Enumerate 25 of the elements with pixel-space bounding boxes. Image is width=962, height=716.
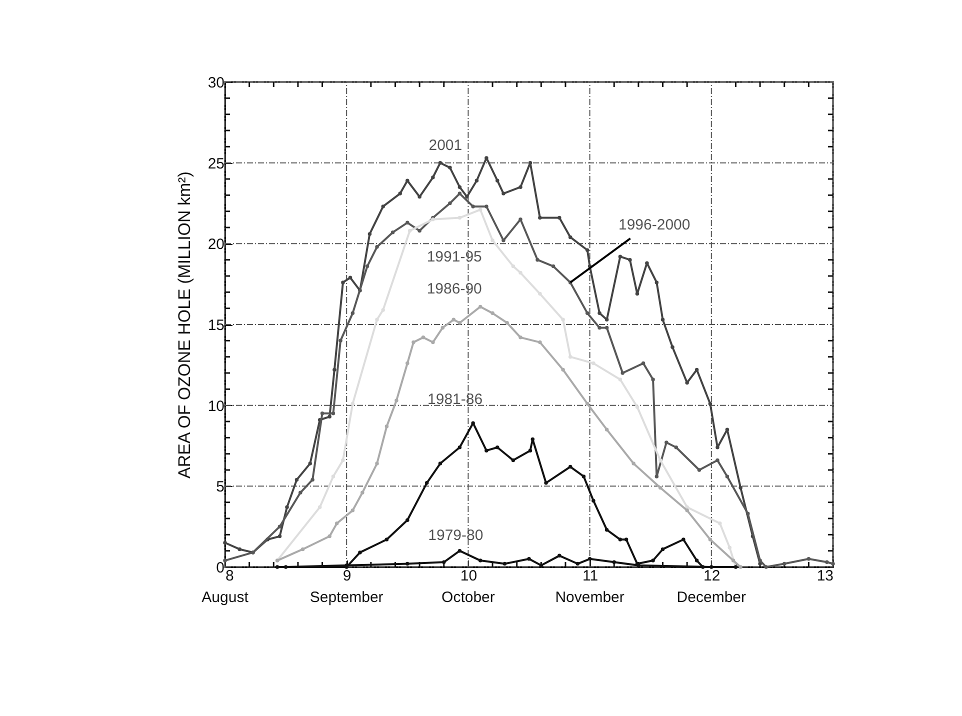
y-tick-label: 30 [208, 74, 224, 92]
text: October [442, 589, 495, 606]
y-tick-label: 15 [208, 317, 224, 334]
series-label: 1991-95 [426, 248, 482, 266]
text: 1996-2000 [618, 216, 690, 234]
x-tick-label: 10 [460, 568, 478, 584]
text: September [310, 589, 384, 606]
series-label: 1986-90 [426, 280, 482, 298]
text: December [676, 589, 746, 606]
x-tick-label: 8 [226, 568, 234, 584]
text: November [555, 589, 624, 606]
text: August [202, 589, 250, 606]
x-tick-label: 13 [816, 568, 834, 584]
x-tick-label: 9 [342, 568, 352, 584]
y-tick-label: 5 [216, 478, 224, 496]
y-axis-title: AREA OF OZONE HOLE (MILLION km²) [174, 172, 194, 478]
series-label: 1981-86 [428, 391, 483, 408]
series-label: 1979-80 [428, 526, 484, 544]
x-tick-label: 12 [704, 568, 720, 584]
y-tick-label: 25 [208, 155, 224, 172]
series-label: 2001 [428, 136, 462, 154]
y-tick-label: 20 [208, 236, 224, 254]
y-tick-label: 0 [216, 560, 224, 576]
x-tick-label: 11 [582, 568, 598, 584]
y-tick-label: 10 [208, 398, 224, 415]
